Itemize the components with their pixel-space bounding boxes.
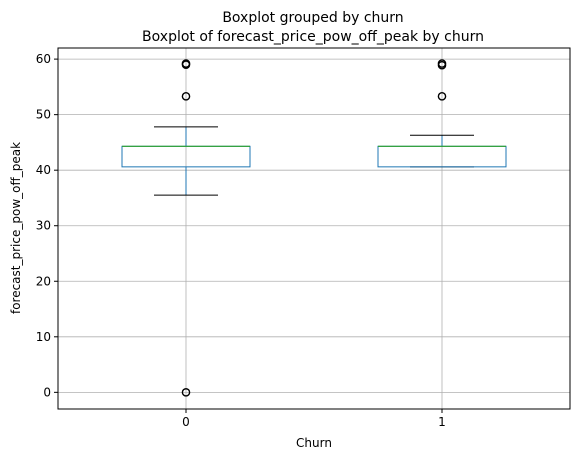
boxes-layer	[121, 59, 507, 397]
x-tick-label: 1	[438, 415, 446, 429]
x-tick-label: 0	[182, 415, 190, 429]
y-tick-label: 60	[36, 52, 51, 66]
outlier-point	[437, 92, 447, 101]
y-tick-label: 0	[43, 385, 51, 399]
grid-lines	[58, 48, 570, 409]
chart-suptitle: Boxplot grouped by churn	[222, 10, 403, 26]
outlier-point	[437, 59, 447, 68]
outlier-point	[181, 92, 191, 101]
plot-frame	[57, 47, 571, 410]
chart-title: Boxplot of forecast_price_pow_off_peak b…	[142, 29, 484, 45]
y-tick-label: 50	[36, 108, 51, 122]
y-tick-label: 10	[36, 330, 51, 344]
y-axis-label: forecast_price_pow_off_peak	[9, 142, 23, 314]
y-tick-label: 30	[36, 219, 51, 233]
y-tick-label: 40	[36, 163, 51, 177]
outlier-point	[181, 59, 191, 68]
y-tick-label: 20	[36, 274, 51, 288]
x-axis-label: Churn	[296, 436, 332, 450]
outlier-point	[181, 388, 191, 397]
ticks-layer: 0 10 20 30 40 50 60 0 1	[36, 52, 446, 429]
